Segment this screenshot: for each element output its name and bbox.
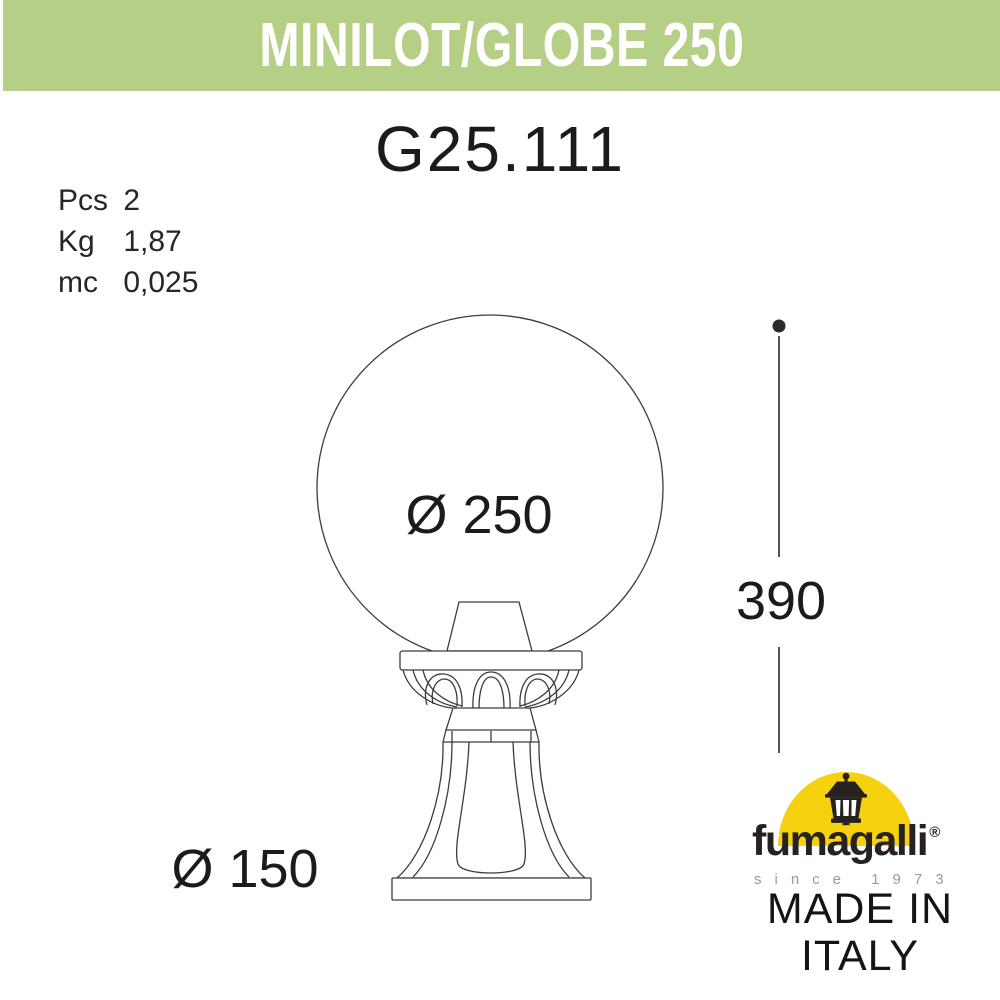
crown-arch-center [478, 676, 505, 709]
crown-arch-center [472, 671, 511, 709]
title-banner: MINILOT/GLOBE 250 [3, 0, 1000, 91]
crown-sweep-left [412, 669, 458, 708]
globe-neck [446, 601, 533, 652]
made-in-line2: ITALY [800, 932, 920, 980]
made-in-italy: MADE IN ITALY [738, 886, 982, 980]
product-code: G25.111 [374, 113, 626, 185]
column-inner-left [412, 741, 453, 878]
spec-label: Kg [58, 225, 95, 258]
crown-arch-left [424, 673, 463, 708]
spec-row-kg: Kg 1,87 [58, 221, 198, 262]
product-family-title: MINILOT/GLOBE 250 [259, 11, 744, 80]
crown-arch-right [524, 678, 551, 707]
collar [445, 707, 537, 731]
spec-value: 0,025 [123, 266, 199, 299]
dimension-dot [772, 319, 786, 333]
spec-row-mc: mc 0,025 [58, 262, 198, 303]
crown-sweep-right [524, 669, 570, 708]
spec-row-pcs: Pcs 2 [58, 180, 198, 221]
brand-wordmark: fumagalli ® [752, 817, 982, 866]
collar-band-right [535, 729, 540, 743]
registered-mark: ® [929, 824, 941, 841]
brand-name: fumagalli [752, 817, 929, 865]
column-outline [395, 741, 587, 879]
spec-label: mc [58, 266, 98, 299]
spec-value: 2 [123, 184, 141, 217]
base-plate [391, 877, 592, 901]
crown-arch-right [519, 673, 558, 708]
crown-arch-left [431, 678, 458, 707]
crown-sweep-right [529, 669, 580, 709]
made-in-line1: MADE IN [766, 885, 954, 933]
spec-label: Pcs [58, 184, 109, 217]
column-inner-right [529, 741, 570, 878]
height-dimension-label: 390 [735, 571, 827, 631]
flange-plate [399, 650, 583, 671]
globe-diameter-label: Ø 250 [405, 485, 553, 545]
spec-value: 1,87 [123, 225, 182, 258]
crown-sweep-left [402, 669, 453, 709]
lantern-panes [835, 800, 857, 816]
collar-band-left [442, 729, 447, 743]
fumagalli-logo: fumagalli ® since 1973 MADE IN ITALY [738, 765, 988, 980]
base-diameter-label: Ø 150 [171, 839, 319, 899]
lantern-dome-icon [778, 772, 914, 846]
brand-tagline: since 1973 [754, 871, 957, 888]
spec-list: Pcs 2 Kg 1,87 mc 0,025 [58, 180, 198, 303]
column-center-petal [455, 741, 527, 874]
